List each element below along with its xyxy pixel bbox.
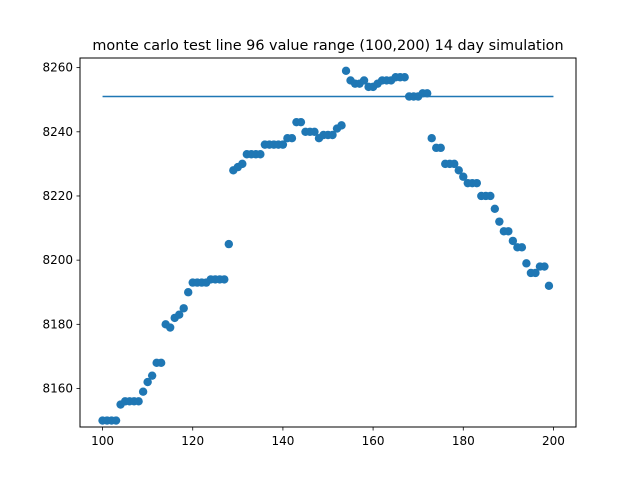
scatter-point: [287, 134, 297, 143]
scatter-point: [156, 358, 166, 368]
scatter-point: [134, 397, 143, 406]
scatter-point: [495, 217, 504, 226]
scatter-point: [147, 371, 157, 380]
y-tick-label: 8220: [42, 189, 73, 203]
scatter-point: [256, 150, 265, 159]
scatter-point: [310, 127, 319, 136]
scatter-point: [436, 143, 445, 153]
scatter-point: [486, 191, 495, 201]
scatter-point: [224, 239, 233, 249]
scatter-point: [490, 204, 500, 214]
scatter-point: [450, 159, 459, 169]
scatter-point: [143, 377, 152, 387]
scatter-point: [328, 130, 337, 140]
scatter-point: [522, 259, 531, 268]
scatter-point: [423, 89, 432, 98]
axis-ticks: 100 120 140 160 180 200 8160 8180 8200 8220 8240 82…: [42, 61, 564, 448]
axes-frame: [79, 57, 577, 428]
plot-area: [98, 66, 554, 425]
y-tick-label: 8180: [42, 317, 73, 331]
scatter-point: [220, 275, 229, 284]
scatter-point: [165, 323, 175, 332]
scatter-point: [179, 304, 188, 313]
y-tick-label: 8160: [42, 381, 73, 395]
scatter-point: [504, 227, 513, 236]
scatter-point: [337, 121, 346, 130]
scatter-point: [544, 281, 554, 291]
scatter-point: [111, 416, 121, 425]
scatter-point: [296, 117, 306, 127]
scatter-point: [459, 172, 468, 181]
scatter-point: [184, 288, 193, 297]
y-tick-label: 8260: [42, 61, 73, 75]
x-tick-label: 200: [542, 434, 565, 448]
scatter-point: [531, 268, 540, 278]
scatter-point: [341, 66, 351, 76]
scatter-point: [454, 166, 463, 175]
scatter-point: [278, 140, 288, 149]
scatter-point: [359, 76, 369, 85]
scatter-point: [517, 243, 527, 252]
chart-title: monte carlo test line 96 value range (10…: [92, 38, 563, 54]
y-tick-label: 8240: [42, 125, 73, 139]
x-tick-label: 160: [362, 434, 385, 448]
scatter-point: [472, 178, 481, 188]
scatter-point: [540, 262, 549, 271]
scatter-point: [508, 236, 518, 246]
scatter-point: [400, 73, 409, 82]
scatter-point: [427, 134, 436, 143]
scatter-point: [138, 387, 148, 396]
x-tick-label: 120: [181, 434, 204, 448]
x-tick-label: 180: [452, 434, 475, 448]
x-tick-label: 140: [271, 434, 294, 448]
scatter-point: [238, 159, 247, 169]
y-tick-label: 8200: [42, 253, 73, 267]
x-tick-label: 100: [91, 434, 114, 448]
scatter-point: [175, 310, 184, 319]
